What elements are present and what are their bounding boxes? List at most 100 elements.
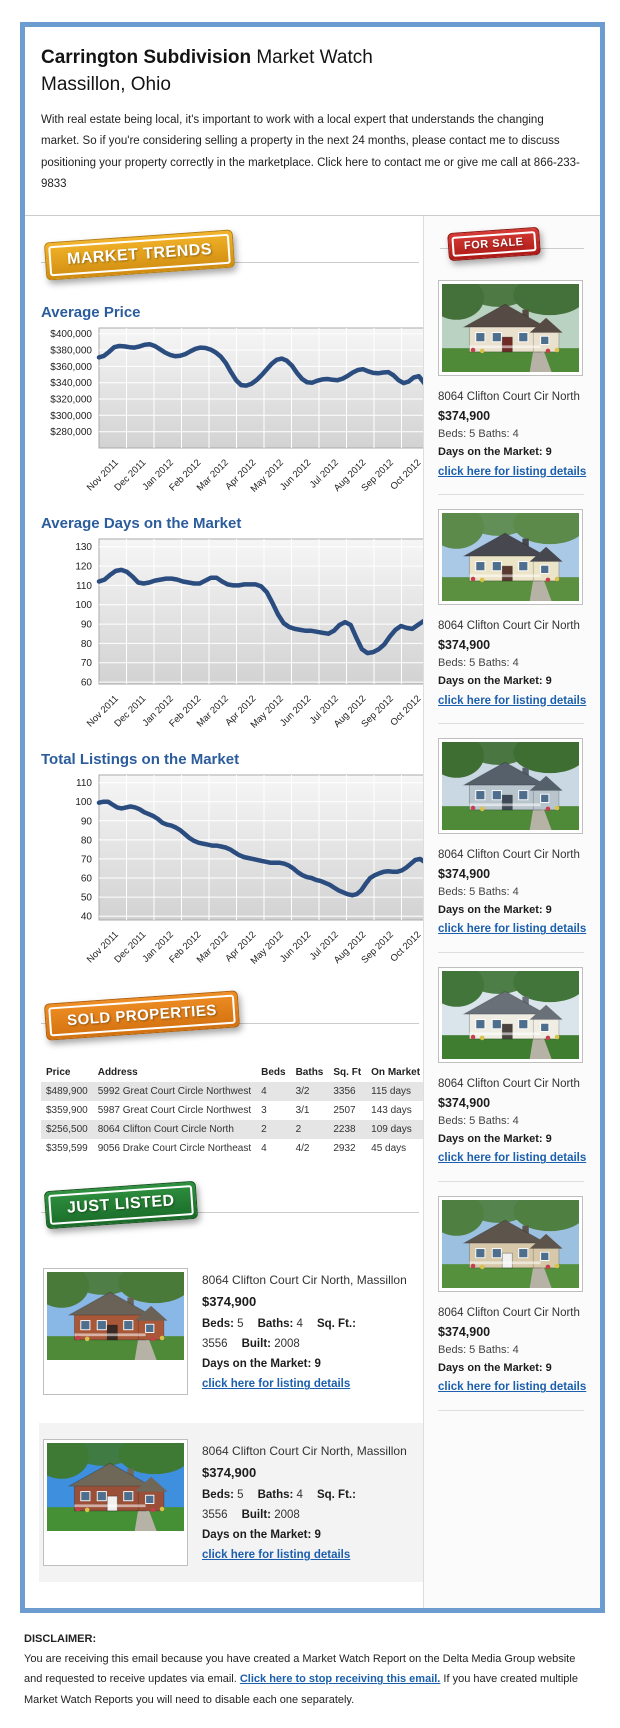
listing-price: $374,900 [202, 1294, 257, 1310]
column-header: Address [97, 1067, 138, 1079]
table-row: $359,900 5987 Great Court Circle Northwe… [41, 1101, 484, 1120]
svg-text:80: 80 [81, 836, 93, 847]
listing-days-on-market: Days on the Market: 9 [438, 903, 552, 916]
cell-baths: 3/1 [295, 1105, 310, 1117]
listing-price: $374,900 [438, 1324, 491, 1339]
listing-photo[interactable] [43, 1268, 188, 1395]
newsletter-frame: Carrington Subdivision Market Watch Mass… [20, 22, 605, 1613]
column-header: Sq. Ft [333, 1067, 362, 1079]
cell-beds: 4 [261, 1086, 267, 1098]
listing-divider [438, 952, 584, 954]
cell-address: 9056 Drake Court Circle Northeast [97, 1143, 252, 1155]
cell-sqft: 2238 [333, 1124, 356, 1136]
sold-properties-table: Price Address Beds Baths Sq. Ft On Marke… [41, 1063, 484, 1158]
table-row: $256,500 8064 Clifton Court Circle North… [41, 1120, 484, 1140]
cell-on-market: 109 days [371, 1124, 412, 1136]
listing-details-link[interactable]: click here for listing details [438, 694, 587, 707]
listing-days-on-market: Days on the Market: 9 [438, 1132, 552, 1145]
average-days-chart: 130 120 110 100 90 80 70 60 Nov 2011 Dec 2011 Jan … [39, 538, 432, 735]
for-sale-sidebar: FOR SALE 8064 Clifton Court Cir North $3… [423, 216, 600, 1608]
listing-price: $374,900 [438, 409, 491, 424]
svg-text:$400,000: $400,000 [50, 329, 92, 340]
for-sale-listing: 8064 Clifton Court Cir North $374,900 Be… [438, 280, 588, 496]
cell-address: 8064 Clifton Court Circle North [97, 1124, 234, 1136]
for-sale-listing: 8064 Clifton Court Cir North $374,900 Be… [438, 509, 588, 725]
table-row: $489,900 5992 Great Court Circle Northwe… [41, 1082, 484, 1102]
svg-text:70: 70 [81, 658, 93, 669]
svg-text:Oct 2012: Oct 2012 [388, 694, 423, 729]
cell-on-market: 115 days [371, 1086, 411, 1098]
cell-price: $256,500 [46, 1124, 88, 1136]
listing-specs: Beds: 5 Baths: 4 Sq. Ft.: 3556 Built: 2008 [202, 1488, 356, 1521]
listing-divider [438, 1409, 584, 1411]
listing-details-link[interactable]: click here for listing details [438, 465, 587, 478]
listing-beds-baths: Beds: 5 Baths: 4 [438, 1115, 519, 1128]
svg-text:80: 80 [81, 639, 93, 650]
cell-price: $359,900 [46, 1105, 88, 1117]
cell-sqft: 3356 [333, 1086, 356, 1098]
svg-text:Oct 2012: Oct 2012 [388, 458, 423, 493]
svg-text:$320,000: $320,000 [50, 395, 92, 406]
svg-text:$280,000: $280,000 [50, 427, 92, 438]
listing-details-link[interactable]: click here for listing details [438, 923, 587, 936]
listing-details-link[interactable]: click here for listing details [202, 1549, 351, 1562]
cell-baths: 4/2 [295, 1143, 310, 1155]
listing-price: $374,900 [438, 637, 491, 652]
market-trends-badge: MARKET TRENDS [43, 229, 236, 281]
chart-title-average-price: Average Price [41, 304, 141, 322]
table-row: $359,599 9056 Drake Court Circle Northea… [41, 1139, 484, 1158]
cell-address: 5992 Great Court Circle Northwest [97, 1086, 252, 1098]
for-sale-listing: 8064 Clifton Court Cir North $374,900 Be… [438, 967, 588, 1182]
cell-price: $489,900 [46, 1086, 88, 1098]
listing-photo[interactable] [438, 1195, 583, 1292]
listing-details-link[interactable]: click here for listing details [438, 1381, 587, 1394]
svg-text:70: 70 [81, 855, 93, 866]
listing-days-on-market: Days on the Market: 9 [438, 674, 552, 687]
just-listed-item: 8064 Clifton Court Cir North, Massillon … [39, 1422, 423, 1582]
column-header: On Market [371, 1067, 421, 1079]
unsubscribe-link[interactable]: Click here to stop receiving this email. [239, 1673, 441, 1686]
listing-beds-baths: Beds: 5 Baths: 4 [438, 886, 519, 899]
just-listed-badge: JUST LISTED [43, 1181, 198, 1230]
listing-price: $374,900 [438, 866, 491, 881]
listing-beds-baths: Beds: 5 Baths: 4 [438, 1344, 519, 1357]
svg-text:130: 130 [75, 542, 92, 553]
svg-text:40: 40 [81, 912, 93, 923]
listing-address: 8064 Clifton Court Cir North [438, 391, 580, 404]
cell-on-market: 143 days [371, 1105, 412, 1117]
page-title: Carrington Subdivision Market Watch [41, 45, 582, 72]
svg-text:$340,000: $340,000 [50, 378, 92, 389]
listing-photo[interactable] [438, 738, 583, 835]
cell-beds: 2 [261, 1124, 267, 1136]
disclaimer-heading: DISCLAIMER: [24, 1632, 97, 1645]
average-price-chart: $400,000 $380,000 $360,000 $340,000 $320,000… [39, 327, 432, 499]
for-sale-badge: FOR SALE [447, 227, 541, 262]
cell-beds: 4 [261, 1143, 267, 1155]
svg-text:100: 100 [75, 600, 92, 611]
subdivision-name: Carrington Subdivision [41, 47, 252, 68]
listing-divider [438, 1180, 584, 1182]
cell-address: 5987 Great Court Circle Northwest [97, 1105, 252, 1117]
listing-address: 8064 Clifton Court Cir North, Massillon [202, 1273, 407, 1288]
just-listed-item: 8064 Clifton Court Cir North, Massillon … [39, 1252, 423, 1411]
listing-details-link[interactable]: click here for listing details [438, 1152, 587, 1165]
listing-photo[interactable] [438, 967, 583, 1064]
location-title: Massillon, Ohio [41, 73, 171, 95]
disclaimer: DISCLAIMER: You are receiving this email… [24, 1629, 596, 1710]
listing-address: 8064 Clifton Court Cir North [438, 1078, 580, 1091]
cell-sqft: 2507 [333, 1105, 356, 1117]
listing-photo[interactable] [438, 280, 583, 377]
listing-photo[interactable] [438, 509, 583, 606]
svg-text:50: 50 [81, 893, 93, 904]
svg-text:110: 110 [76, 581, 92, 592]
intro-text: With real estate being local, it's impor… [41, 114, 580, 190]
svg-text:$360,000: $360,000 [50, 362, 92, 373]
listing-photo[interactable] [43, 1438, 188, 1566]
listing-beds-baths: Beds: 5 Baths: 4 [438, 428, 519, 441]
listing-divider [438, 723, 584, 725]
listing-details-link[interactable]: click here for listing details [202, 1378, 351, 1391]
svg-text:60: 60 [81, 874, 93, 885]
cell-baths: 2 [295, 1124, 302, 1136]
svg-text:$380,000: $380,000 [50, 346, 92, 357]
svg-text:120: 120 [75, 562, 92, 573]
